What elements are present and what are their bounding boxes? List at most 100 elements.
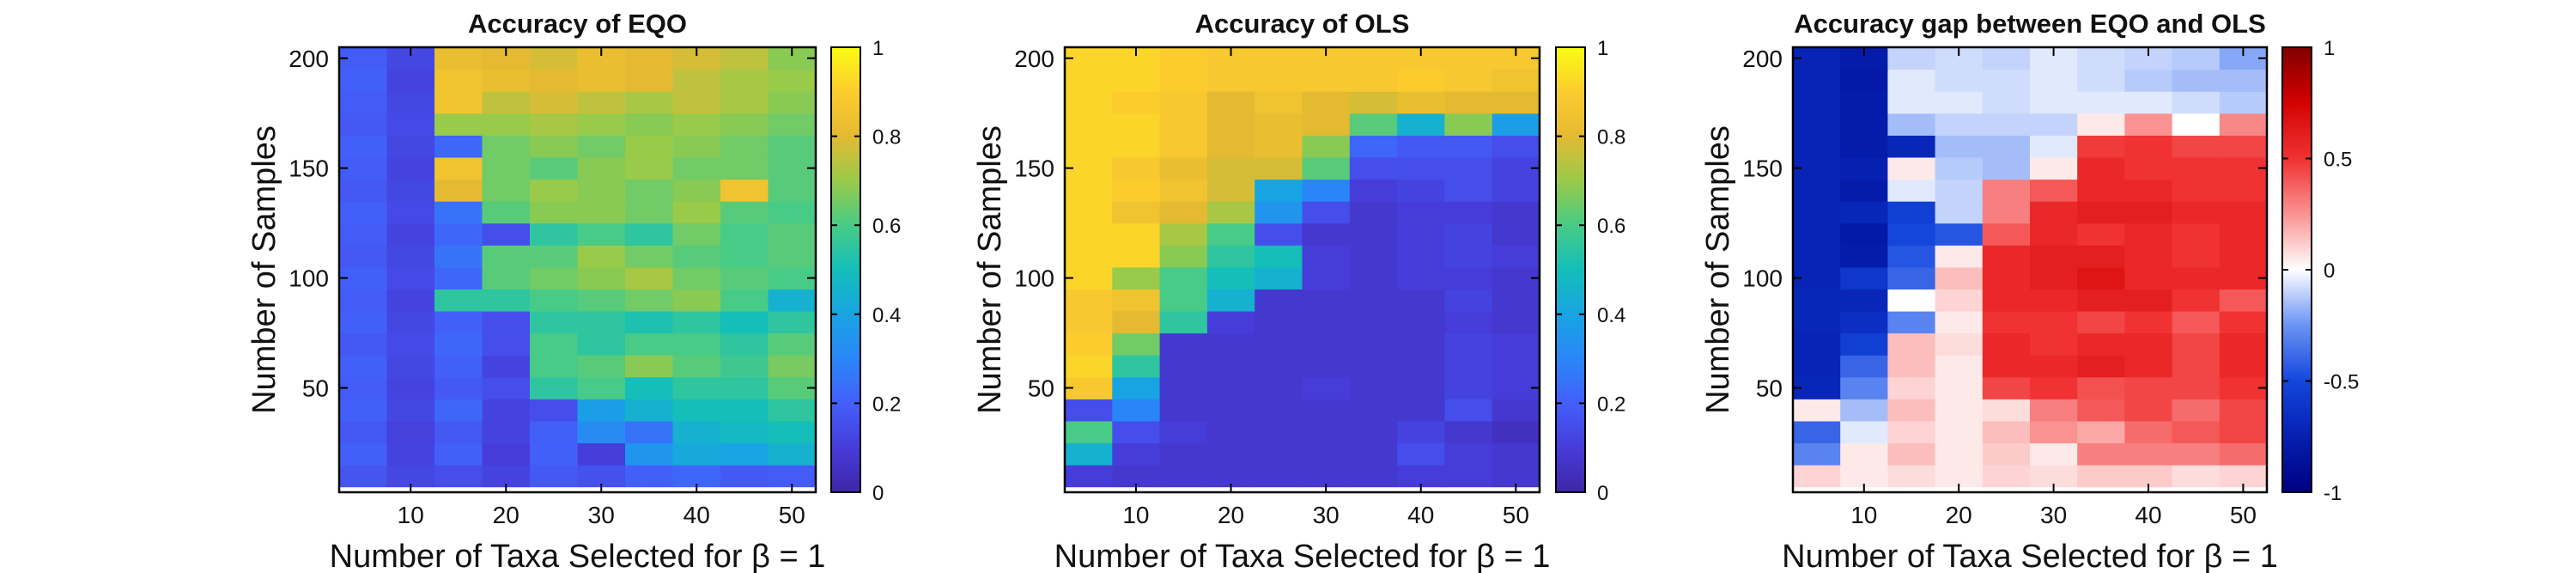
heatmap-cell — [1206, 420, 1255, 444]
heatmap-cell — [1397, 376, 1445, 399]
heatmap-cell — [530, 135, 579, 158]
heatmap-cell — [1397, 113, 1445, 136]
heatmap-cell — [434, 69, 483, 92]
heatmap-cell — [530, 376, 579, 399]
heatmap-cell — [434, 266, 483, 290]
heatmap-cell — [2077, 113, 2125, 136]
heatmap-cell — [577, 179, 626, 202]
heatmap-cell — [482, 201, 531, 224]
heatmap-cell — [672, 355, 721, 378]
heatmap-cell — [1349, 222, 1398, 246]
heatmap-cell — [2077, 420, 2125, 444]
colorbar: 0 0.2 0.4 0.6 0.8 1 — [1555, 37, 1625, 505]
heatmap-cell — [1444, 69, 1493, 92]
heatmap-cell — [2077, 399, 2125, 422]
colorbar-tick-label: 0.4 — [872, 304, 901, 327]
heatmap-cell — [2030, 91, 2078, 114]
heatmap-cell — [1112, 465, 1161, 488]
heatmap-cell — [1982, 222, 2031, 246]
heatmap-cell — [1444, 420, 1493, 444]
heatmap-cell — [1349, 245, 1398, 268]
heatmap-cell — [625, 442, 674, 466]
heatmap-cell — [1793, 442, 1841, 466]
heatmap-cell — [2172, 69, 2221, 92]
heatmap-cell — [530, 442, 579, 466]
heatmap-cell — [339, 135, 388, 158]
heatmap-cell — [768, 355, 817, 378]
heatmap-cell — [434, 201, 483, 224]
colorbar-tick-label: 1 — [872, 37, 884, 60]
heatmap-cell — [1492, 420, 1540, 444]
heatmap-cell — [1444, 179, 1493, 202]
heatmap-cell — [1840, 266, 1888, 290]
heatmap-cell — [1302, 179, 1351, 202]
heatmap-cell — [1206, 289, 1255, 312]
heatmap-cell — [482, 355, 531, 378]
heatmap-cell — [1159, 69, 1208, 92]
heatmap-cell — [1887, 332, 1936, 356]
colorbar-tick-label: -0.5 — [2324, 371, 2359, 394]
heatmap-cell — [434, 310, 483, 334]
heatmap-cell — [1444, 135, 1493, 158]
heatmap-cell — [1159, 245, 1208, 268]
heatmap-cell — [2172, 245, 2221, 268]
heatmap-cell — [2219, 310, 2268, 334]
heatmap-cell — [720, 465, 769, 488]
colorbar: 0 0.2 0.4 0.6 0.8 1 — [830, 37, 901, 505]
heatmap-cell — [1935, 266, 1984, 290]
heatmap-cell — [2077, 69, 2125, 92]
heatmap-cell — [1793, 289, 1841, 312]
x-tick-label: 50 — [2230, 502, 2257, 528]
heatmap-cell — [434, 332, 483, 356]
heatmap-cell — [720, 289, 769, 312]
heatmap-cell — [1982, 399, 2031, 422]
heatmap-cell — [482, 69, 531, 92]
heatmap-cell — [1982, 420, 2031, 444]
heatmap-cell — [1302, 376, 1351, 399]
heatmap-cell — [625, 376, 674, 399]
heatmap-cell — [1255, 420, 1303, 444]
heatmap-cell — [2077, 179, 2125, 202]
heatmap-cell — [1112, 266, 1161, 290]
heatmap-cell — [1935, 222, 1984, 246]
heatmap-cell — [434, 222, 483, 246]
heatmap-cell — [2077, 156, 2125, 180]
heatmap-cell — [339, 465, 388, 488]
heatmap-cell — [339, 399, 388, 422]
heatmap-cell — [1840, 156, 1888, 180]
heatmap-cell — [2030, 135, 2078, 158]
heatmap-cell — [1349, 201, 1398, 224]
heatmap-cell — [672, 332, 721, 356]
heatmap-cell — [768, 222, 817, 246]
heatmap-cell — [2124, 201, 2173, 224]
heatmap-cell — [1793, 201, 1841, 224]
heatmap-cell — [1397, 222, 1445, 246]
heatmap-cell — [625, 91, 674, 114]
heatmap-cell — [1492, 69, 1540, 92]
heatmap-cell — [1255, 69, 1303, 92]
heatmap-cell — [434, 399, 483, 422]
colorbar-tick-label: 0.4 — [1597, 304, 1625, 327]
heatmap-cell — [1793, 69, 1841, 92]
heatmap-cell — [1840, 69, 1888, 92]
heatmap-cell — [720, 355, 769, 378]
heatmap-cell — [2172, 179, 2221, 202]
heatmap-cell — [1982, 179, 2031, 202]
heatmap-cell — [1349, 69, 1398, 92]
heatmap-cell — [1206, 376, 1255, 399]
heatmap-cell — [672, 222, 721, 246]
heatmap-cell — [339, 201, 388, 224]
heatmap-cell — [1397, 179, 1445, 202]
heatmap-cell — [1935, 91, 1984, 114]
heatmap-cell — [386, 289, 435, 312]
heatmap-cell — [1887, 442, 1936, 466]
heatmap-cell — [482, 399, 531, 422]
heatmap-cell — [768, 399, 817, 422]
heatmap-cell — [2219, 69, 2268, 92]
heatmap-cell — [1887, 310, 1936, 334]
heatmap-cell — [720, 399, 769, 422]
heatmap-cell — [768, 332, 817, 356]
heatmap-cell — [1397, 201, 1445, 224]
heatmap-cell — [2172, 156, 2221, 180]
heatmap-cell — [2124, 442, 2173, 466]
